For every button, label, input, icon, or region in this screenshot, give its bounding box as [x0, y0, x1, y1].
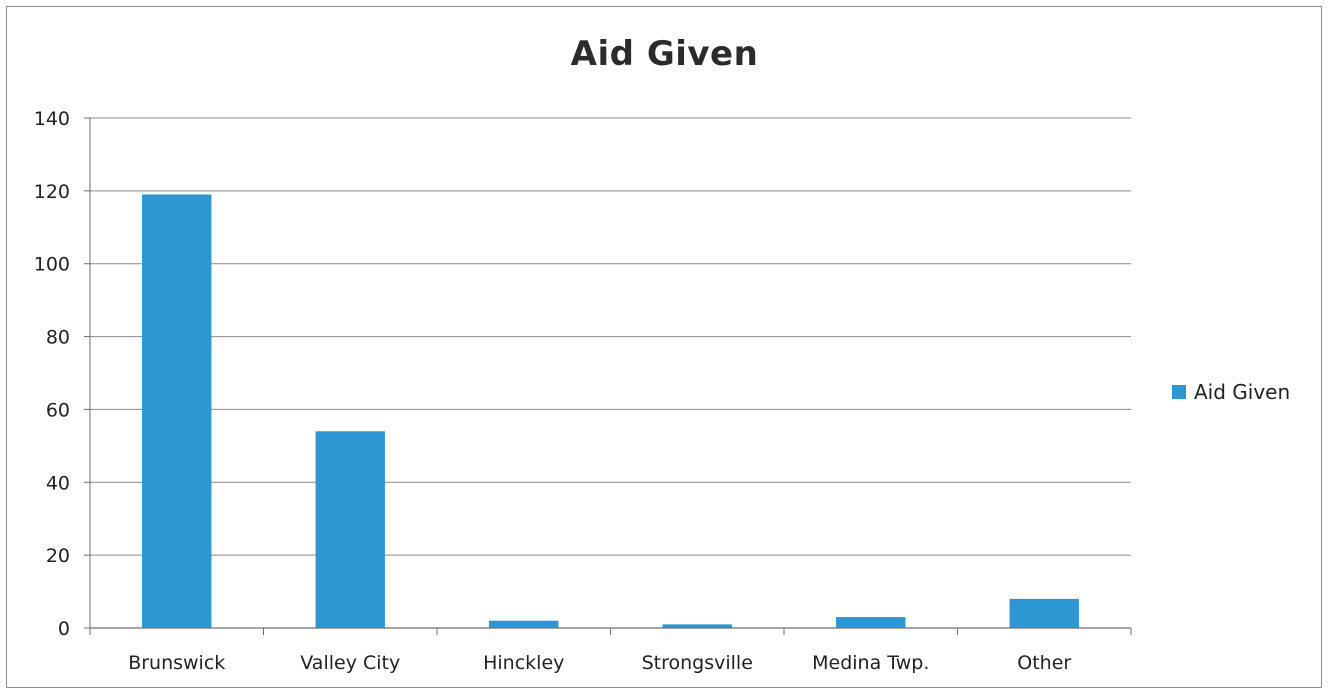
legend: Aid Given [1172, 380, 1290, 404]
chart-frame [6, 6, 1322, 688]
y-tick-label: 100 [34, 254, 70, 276]
legend-swatch [1172, 385, 1186, 399]
x-tick-label: Brunswick [128, 652, 225, 674]
bar-strongsville [662, 624, 732, 628]
y-tick-label: 40 [46, 472, 70, 494]
y-tick-label: 120 [34, 181, 70, 203]
y-tick-label: 80 [46, 327, 70, 349]
bar-valley-city [315, 431, 385, 628]
x-tick-label: Hinckley [483, 652, 564, 674]
x-tick-label: Strongsville [642, 652, 753, 674]
legend-label-aid-given: Aid Given [1194, 380, 1291, 404]
bar-brunswick [142, 194, 212, 628]
gridlines [90, 117, 1131, 556]
chart-title: Aid Given [570, 34, 759, 74]
y-tick-label: 140 [34, 108, 70, 130]
y-axis-ticks: 0 20 40 60 80 100 120 140 [34, 108, 91, 640]
y-tick-label: 0 [58, 618, 70, 640]
bar-hinckley [489, 620, 559, 628]
bar-other [1009, 598, 1079, 628]
y-tick-label: 20 [46, 545, 70, 567]
bars [142, 194, 1079, 628]
bar-medina-twp [836, 617, 906, 628]
x-tick-label: Other [1017, 652, 1071, 674]
x-axis-ticks: Brunswick Valley City Hinckley Strongsville… [128, 652, 1071, 674]
y-tick-label: 60 [46, 399, 70, 421]
x-tick-label: Valley City [300, 652, 400, 674]
x-tick-label: Medina Twp. [812, 652, 929, 674]
x-axis [89, 627, 1132, 635]
